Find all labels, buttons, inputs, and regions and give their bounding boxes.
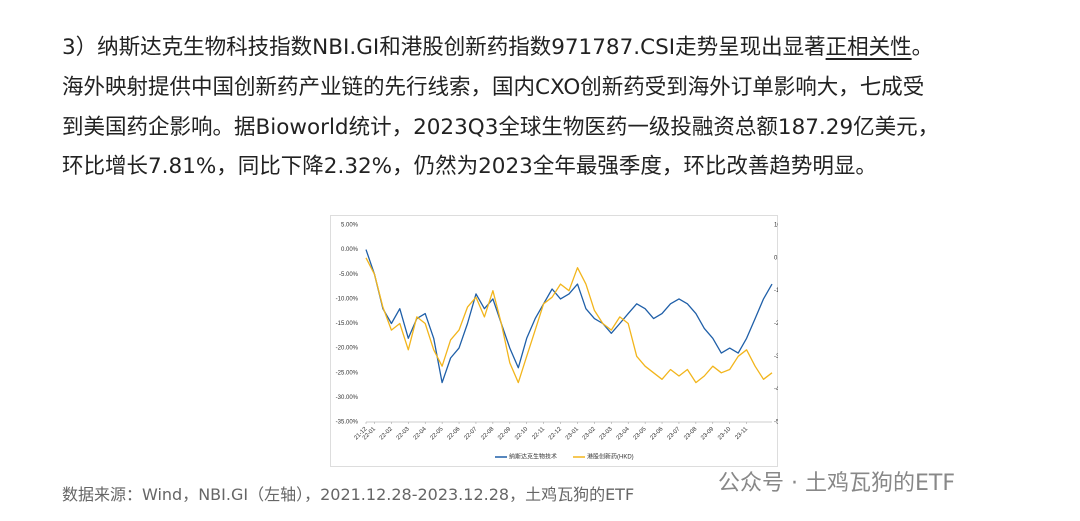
y2-tick-label: -30.00% — [774, 354, 778, 360]
legend-label: 港股创新药(HKD) — [587, 453, 634, 461]
y-tick-label: -25.00% — [336, 370, 359, 376]
y2-tick-label: 10.00% — [774, 223, 778, 229]
y-tick-label: -20.00% — [336, 346, 359, 352]
y-tick-label: -15.00% — [336, 321, 359, 327]
watermark: 公众号 · 土鸡瓦狗的ETF — [718, 471, 955, 496]
y-tick-label: -30.00% — [336, 395, 359, 401]
y2-tick-label: -50.00% — [774, 420, 778, 426]
y-tick-label: 5.00% — [341, 223, 359, 229]
y2-tick-label: -20.00% — [774, 321, 778, 327]
y-tick-label: -10.00% — [336, 296, 359, 302]
chart: 5.00% 0.00% -5.00% -10.00% -15.00% -20.00% -25… — [330, 215, 778, 467]
para-line: 环比增长7.81%，同比下降2.32%，仍然为2023全年最强季度，环比改善趋势… — [62, 154, 877, 179]
y2-tick-label: -10.00% — [774, 288, 778, 294]
legend-label: 纳斯达克生物技术 — [509, 453, 557, 461]
series-line — [365, 257, 773, 384]
y2-tick-label: -40.00% — [774, 387, 778, 393]
para-line: 海外映射提供中国创新药产业链的先行线索，国内CXO创新药受到海外订单影响大，七成… — [62, 75, 925, 100]
underlined-text: 正相关性 — [825, 35, 912, 60]
para-line: 到美国药企影响。据Bioworld统计，2023Q3全球生物医药一级投融资总额1… — [62, 115, 940, 140]
text: 。 — [911, 35, 934, 60]
y-tick-label: -5.00% — [339, 272, 359, 278]
caption: 数据来源：Wind，NBI.GI（左轴），2021.12.28-2023.12.… — [62, 485, 635, 504]
y-tick-label: -35.00% — [336, 420, 359, 426]
y-tick-label: 0.00% — [341, 247, 359, 253]
y2-tick-label: 0.00% — [774, 255, 778, 261]
para-line: 3）纳斯达克生物科技指数NBI.GI和港股创新药指数971787.CSI走势呈现… — [62, 30, 933, 61]
series-line — [365, 249, 773, 384]
text: 3）纳斯达克生物科技指数NBI.GI和港股创新药指数971787.CSI走势呈现… — [62, 35, 826, 60]
